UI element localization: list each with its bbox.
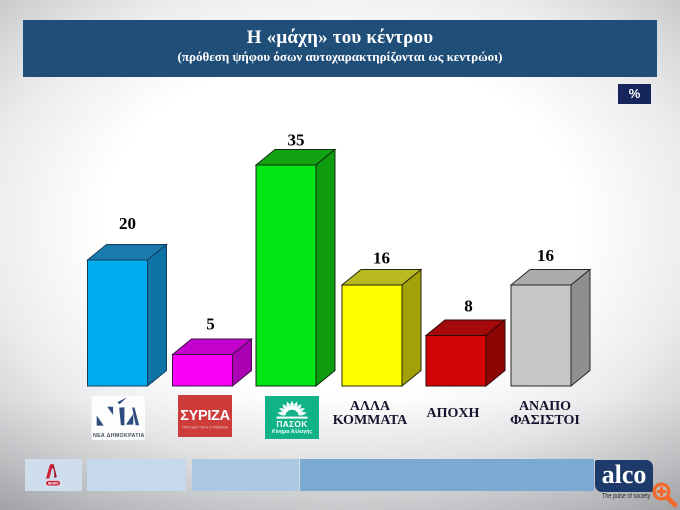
svg-text:ΠΑΣΟΚ: ΠΑΣΟΚ <box>276 419 307 429</box>
svg-text:16: 16 <box>537 246 554 265</box>
svg-text:NEWS: NEWS <box>48 482 59 486</box>
svg-text:5: 5 <box>206 315 215 334</box>
svg-text:ΣΥΡΙΖΑ: ΣΥΡΙΖΑ <box>180 408 230 424</box>
svg-text:ΠΡΟΟΔΕΥΤΙΚΗ ΣΥΜΜΑΧΙΑ: ΠΡΟΟΔΕΥΤΙΚΗ ΣΥΜΜΑΧΙΑ <box>182 426 228 430</box>
svg-text:8: 8 <box>464 297 473 316</box>
svg-text:16: 16 <box>373 249 390 268</box>
svg-text:35: 35 <box>288 131 305 150</box>
svg-text:Κίνημα Αλλαγής: Κίνημα Αλλαγής <box>272 429 313 435</box>
svg-text:20: 20 <box>119 214 136 233</box>
svg-text:ΝΕΑ ΔΗΜΟΚΡΑΤΙΑ: ΝΕΑ ΔΗΜΟΚΡΑΤΙΑ <box>93 433 145 439</box>
